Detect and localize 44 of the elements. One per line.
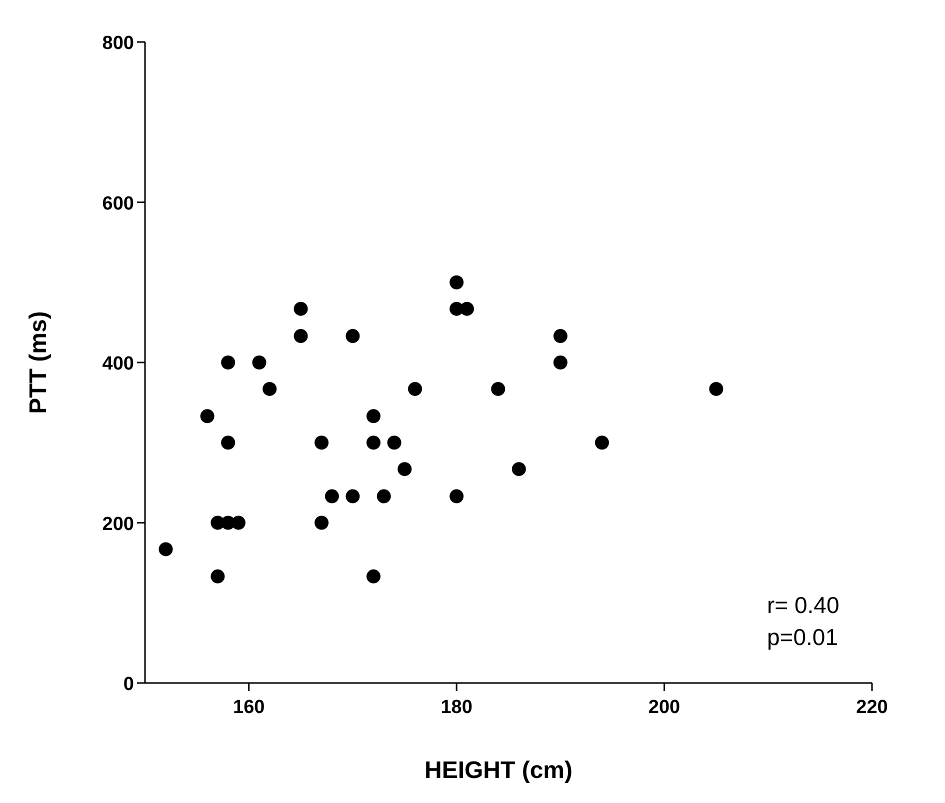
point <box>408 382 422 396</box>
point <box>376 489 391 504</box>
annotation: p=0.01 <box>767 624 838 650</box>
point <box>450 489 464 504</box>
x-tick-label: 200 <box>648 697 680 718</box>
point <box>294 302 308 316</box>
point <box>158 542 173 556</box>
annotation: r= 0.40 <box>767 592 840 618</box>
x-tick-label: 160 <box>233 697 265 718</box>
y-tick-label: 200 <box>102 514 134 535</box>
point <box>221 356 236 370</box>
point <box>491 382 506 396</box>
point <box>324 489 339 504</box>
x-axis-title: HEIGHT (cm) <box>424 757 573 784</box>
point <box>221 436 236 450</box>
point <box>252 356 266 370</box>
point <box>366 409 380 424</box>
point <box>709 382 724 396</box>
y-tick-label: 400 <box>102 354 134 374</box>
point <box>294 329 308 344</box>
y-tick-label: 0 <box>123 674 134 695</box>
point <box>200 409 214 424</box>
point <box>553 356 568 370</box>
point <box>262 382 277 396</box>
x-tick-label: 220 <box>856 697 888 718</box>
point <box>346 329 360 344</box>
point <box>210 569 225 584</box>
point <box>366 569 380 584</box>
point <box>594 436 609 450</box>
point <box>460 302 474 316</box>
point <box>314 436 329 450</box>
point <box>366 436 380 450</box>
point <box>346 489 360 504</box>
point <box>387 436 402 450</box>
point <box>231 516 246 530</box>
x-tick-label: 180 <box>440 697 472 718</box>
point <box>314 516 329 530</box>
point <box>450 275 464 290</box>
point <box>398 462 412 476</box>
y-axis-title: PTT (ms) <box>25 311 52 414</box>
y-tick-label: 800 <box>102 33 134 54</box>
point <box>512 462 526 476</box>
y-tick-label: 600 <box>102 193 134 214</box>
point <box>553 329 568 344</box>
